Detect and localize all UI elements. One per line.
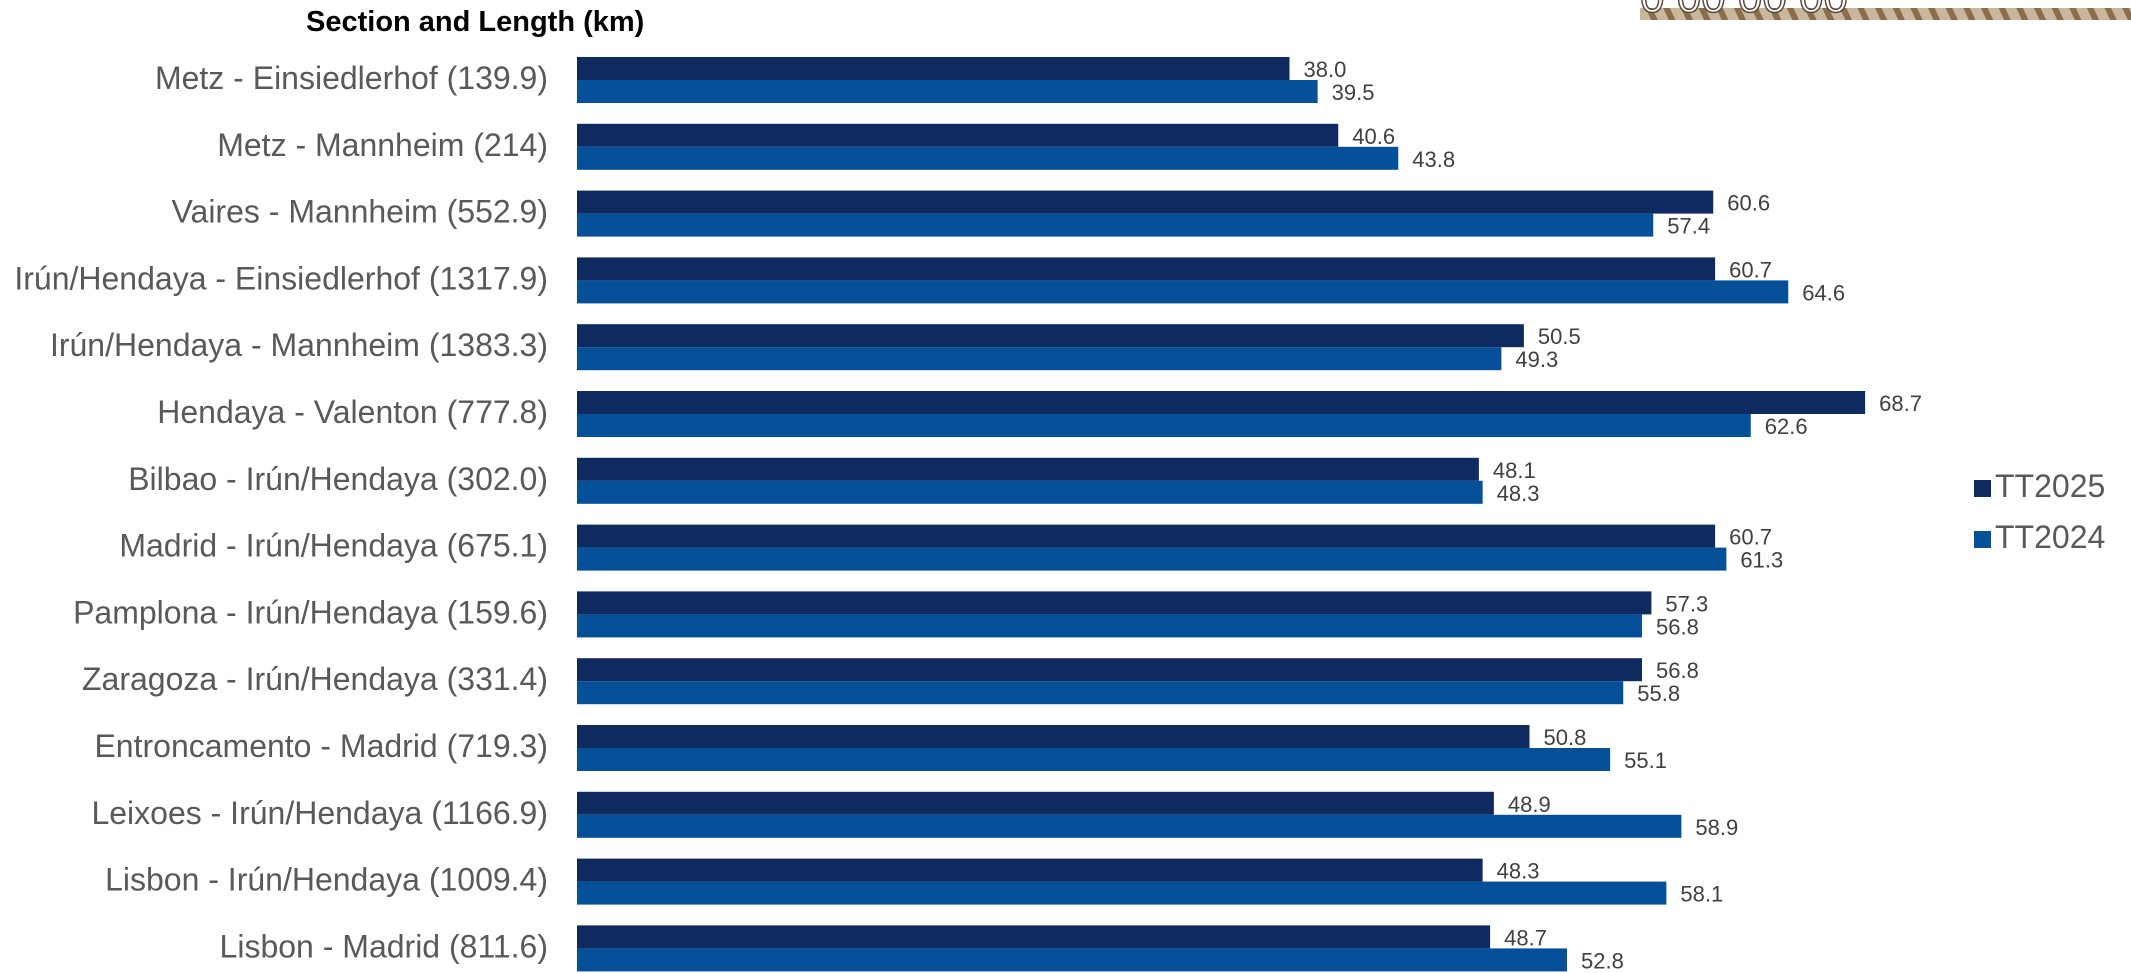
- bar-tt2024: [577, 614, 1642, 638]
- y-axis-title: Section and Length (km): [306, 6, 644, 38]
- corner-decoration: 0 00 00 00: [1639, 0, 2131, 23]
- category-label: Metz - Einsiedlerhof (139.9): [155, 60, 548, 96]
- data-label: 55.1: [1624, 748, 1667, 773]
- bar-tt2025: [577, 591, 1652, 615]
- data-label: 60.7: [1729, 257, 1772, 282]
- data-label: 50.8: [1544, 725, 1587, 750]
- bar-tt2024: [577, 414, 1751, 437]
- bar-tt2025: [577, 391, 1866, 414]
- category-axis: Metz - Einsiedlerhof (139.9) Metz - Mannh…: [14, 60, 548, 964]
- data-label: 64.6: [1802, 280, 1845, 305]
- category-label: Lisbon - Irún/Hendaya (1009.4): [105, 862, 548, 898]
- category-label: Madrid - Irún/Hendaya (675.1): [119, 528, 548, 564]
- legend-label: TT2024: [1995, 519, 2105, 555]
- data-label: 58.9: [1695, 815, 1738, 840]
- data-label: 55.8: [1637, 681, 1680, 706]
- data-label: 48.7: [1504, 925, 1547, 950]
- data-label: 52.8: [1581, 948, 1624, 973]
- bar-tt2024: [577, 814, 1682, 838]
- bar-tt2024: [577, 280, 1789, 304]
- data-label: 38.0: [1304, 57, 1347, 82]
- bar-tt2025: [577, 324, 1524, 348]
- bar-tt2025: [577, 858, 1483, 882]
- data-label: 61.3: [1740, 548, 1783, 573]
- category-label: Metz - Mannheim (214): [217, 127, 548, 163]
- data-label: 62.6: [1765, 414, 1808, 439]
- category-label: Leixoes - Irún/Hendaya (1166.9): [91, 795, 548, 831]
- bar-tt2024: [577, 213, 1654, 237]
- bar-tt2024: [577, 681, 1624, 705]
- category-label: Irún/Hendaya - Mannheim (1383.3): [50, 327, 548, 363]
- data-label: 56.8: [1656, 658, 1699, 683]
- category-label: Irún/Hendaya - Einsiedlerhof (1317.9): [14, 260, 548, 296]
- data-label: 48.3: [1497, 859, 1540, 884]
- bar-tt2025: [577, 257, 1716, 281]
- category-label: Hendaya - Valenton (777.8): [157, 394, 548, 430]
- bar-tt2025: [577, 524, 1716, 548]
- bar-tt2024: [577, 948, 1567, 972]
- category-label: Entroncamento - Madrid (719.3): [94, 728, 548, 764]
- data-label: 43.8: [1412, 147, 1455, 172]
- data-label: 57.4: [1667, 214, 1710, 239]
- bar-tt2024: [577, 480, 1483, 504]
- category-label: Pamplona - Irún/Hendaya (159.6): [73, 594, 548, 630]
- bar-tt2025: [577, 658, 1642, 682]
- data-label: 39.5: [1332, 80, 1375, 105]
- bar-tt2025: [577, 457, 1479, 481]
- category-label: Bilbao - Irún/Hendaya (302.0): [128, 461, 548, 497]
- category-label: Zaragoza - Irún/Hendaya (331.4): [82, 661, 548, 697]
- bar-tt2024: [577, 146, 1399, 170]
- category-label: Vaires - Mannheim (552.9): [172, 194, 548, 230]
- data-label: 48.3: [1497, 481, 1540, 506]
- bar-tt2025: [577, 190, 1714, 214]
- category-label: Lisbon - Madrid (811.6): [220, 928, 548, 964]
- bar-tt2024: [577, 547, 1727, 571]
- bar-tt2024: [577, 748, 1611, 771]
- bar-tt2024: [577, 347, 1502, 371]
- bar-tt2025: [577, 57, 1290, 80]
- legend-swatch: [1974, 531, 1991, 548]
- bar-tt2024: [577, 80, 1318, 103]
- plot-area: 38.039.5 40.6 43.8 60.6 57.4 60.7 64.6 50.549.3…: [577, 57, 1922, 973]
- legend-swatch: [1974, 480, 1991, 497]
- data-label: 60.7: [1729, 525, 1772, 550]
- bar-tt2025: [577, 791, 1494, 815]
- bar-tt2025: [577, 925, 1491, 949]
- data-label: 60.6: [1727, 191, 1770, 216]
- bar-tt2024: [577, 881, 1667, 905]
- data-label: 58.1: [1680, 882, 1723, 907]
- data-label: 56.8: [1656, 614, 1699, 639]
- data-label: 49.3: [1515, 347, 1558, 372]
- data-label: 57.3: [1665, 591, 1708, 616]
- legend: TT2025 TT2024: [1974, 468, 2105, 555]
- bar-tt2025: [577, 725, 1530, 748]
- svg-text:0 00 00 00: 0 00 00 00: [1640, 0, 1848, 22]
- data-label: 48.9: [1508, 792, 1551, 817]
- legend-label: TT2025: [1995, 468, 2105, 504]
- data-label: 50.5: [1538, 324, 1581, 349]
- bar-tt2025: [577, 123, 1339, 147]
- data-label: 48.1: [1493, 458, 1536, 483]
- data-label: 40.6: [1352, 124, 1395, 149]
- data-label: 68.7: [1879, 391, 1922, 416]
